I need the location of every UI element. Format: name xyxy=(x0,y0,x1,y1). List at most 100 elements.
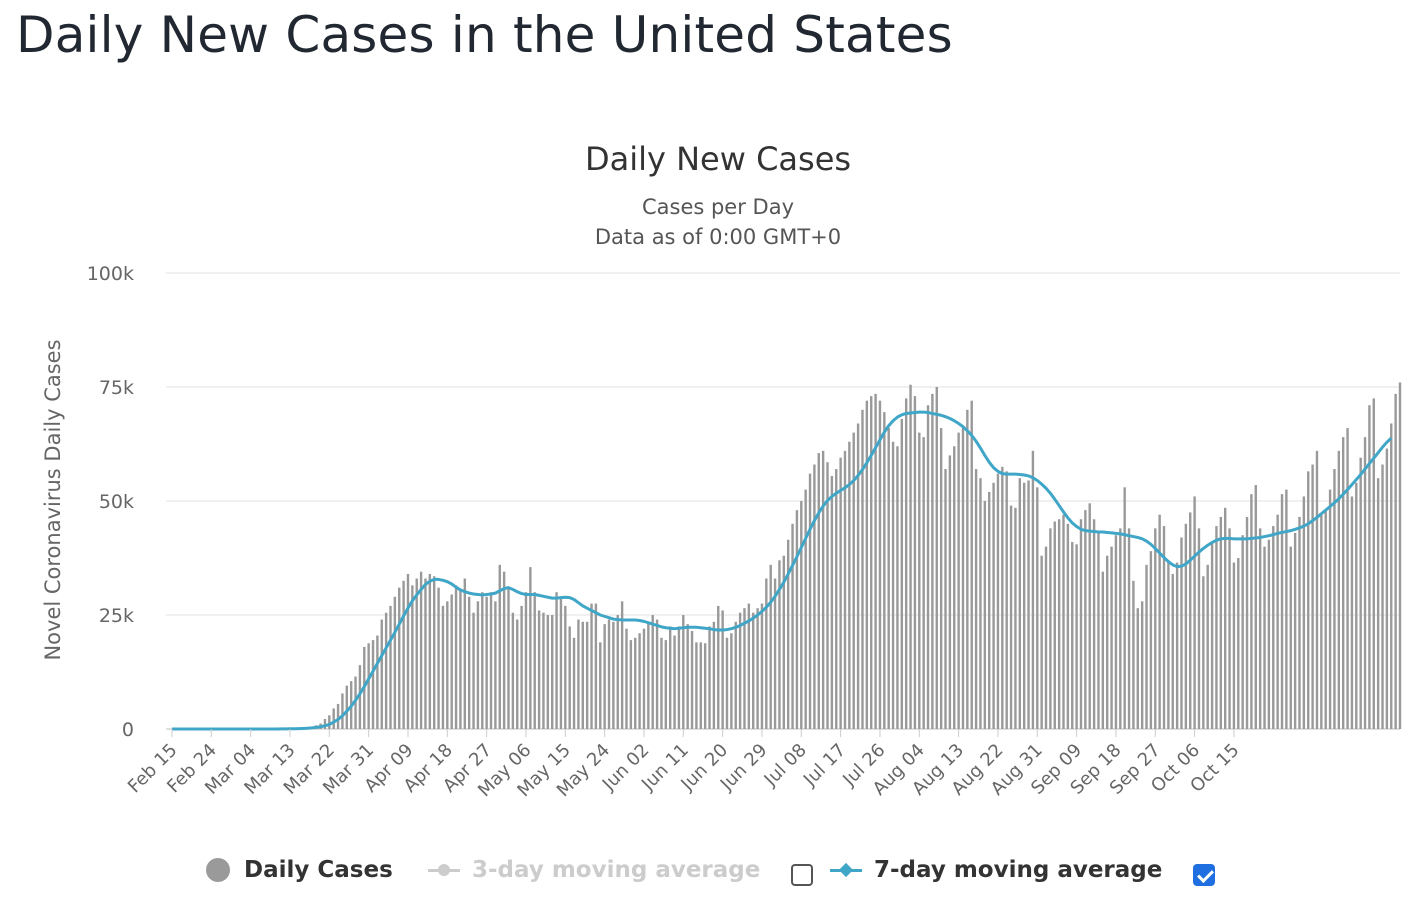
daily-cases-bar xyxy=(953,446,956,729)
daily-cases-bar xyxy=(1127,528,1131,729)
daily-cases-bar xyxy=(551,615,554,729)
daily-cases-bar xyxy=(568,626,571,729)
daily-cases-bar xyxy=(918,432,921,729)
daily-cases-bar xyxy=(1263,546,1266,729)
daily-cases-bar xyxy=(1258,528,1262,729)
daily-cases-bar xyxy=(437,587,440,729)
daily-cases-bar xyxy=(1228,528,1231,729)
legend-daily-cases-label: Daily Cases xyxy=(244,857,393,883)
chart-subtitle-line-2: Data as of 0:00 GMT+0 xyxy=(595,225,841,249)
daily-cases-bar xyxy=(1394,393,1397,729)
daily-cases-bar xyxy=(625,628,628,729)
daily-cases-bar xyxy=(428,573,432,729)
daily-cases-bar xyxy=(380,619,383,729)
daily-cases-bar xyxy=(616,615,619,729)
daily-cases-bar xyxy=(1337,450,1341,729)
legend-ma7[interactable]: 7-day moving average xyxy=(830,852,1162,888)
daily-cases-bar xyxy=(699,642,702,729)
daily-cases-bar xyxy=(752,612,755,729)
legend-daily-cases[interactable]: Daily Cases xyxy=(206,852,393,888)
daily-cases-bar xyxy=(524,592,528,729)
daily-cases-bar xyxy=(1167,560,1170,729)
daily-cases-bar xyxy=(695,642,698,729)
daily-cases-bar xyxy=(367,643,370,729)
daily-cases-bar xyxy=(1084,510,1087,729)
daily-cases-bar xyxy=(1158,514,1161,729)
daily-cases-bar xyxy=(463,578,466,729)
y-tick-label: 50k xyxy=(99,491,134,513)
daily-cases-bar xyxy=(909,384,912,729)
daily-cases-bar xyxy=(1215,526,1218,729)
daily-cases-bar xyxy=(1031,450,1035,729)
daily-cases-bar xyxy=(1341,437,1345,729)
daily-cases-bar xyxy=(939,428,943,729)
daily-cases-bar xyxy=(1114,535,1118,729)
daily-cases-bar xyxy=(1171,573,1174,729)
daily-cases-bar xyxy=(424,578,427,729)
daily-cases-bar xyxy=(808,473,812,729)
ma3-checkbox[interactable] xyxy=(791,864,813,886)
daily-cases-bar xyxy=(1381,464,1384,729)
daily-cases-bar xyxy=(870,396,873,729)
daily-cases-bar xyxy=(813,464,816,729)
y-axis-label: Novel Coronavirus Daily Cases xyxy=(41,339,65,660)
y-tick-label: 100k xyxy=(87,263,134,285)
daily-cases-bar xyxy=(979,478,982,729)
daily-cases-bar xyxy=(1197,528,1201,729)
daily-cases-bar xyxy=(1140,601,1144,729)
daily-cases-bar xyxy=(655,619,659,729)
daily-cases-bar xyxy=(1005,471,1008,729)
daily-cases-bar xyxy=(931,393,934,729)
daily-cases-bar xyxy=(1276,514,1279,729)
daily-cases-bar xyxy=(1071,542,1074,729)
daily-cases-bar xyxy=(778,560,781,729)
daily-cases-bar xyxy=(1333,469,1336,729)
daily-cases-bar xyxy=(1088,503,1091,729)
daily-cases-bar xyxy=(537,610,541,729)
daily-cases-bar xyxy=(603,624,606,729)
daily-cases-bar xyxy=(577,619,580,729)
daily-cases-bar xyxy=(1009,505,1013,729)
daily-cases-bar xyxy=(594,603,598,729)
daily-cases-bar xyxy=(900,418,904,729)
daily-cases-bar xyxy=(896,446,899,729)
daily-cases-bar xyxy=(559,599,563,729)
daily-cases-bar xyxy=(546,615,550,729)
daily-cases-bar xyxy=(913,396,917,729)
ma7-checkbox[interactable] xyxy=(1193,864,1215,886)
daily-cases-bar xyxy=(481,592,484,729)
daily-cases-bar xyxy=(332,708,335,729)
chart-subtitle-line-1: Cases per Day xyxy=(642,195,794,219)
daily-cases-bar xyxy=(1175,562,1179,729)
daily-cases-bar xyxy=(1040,555,1043,729)
daily-cases-bar xyxy=(415,578,418,729)
daily-cases-bar xyxy=(1328,489,1332,729)
daily-cases-bar xyxy=(358,665,362,729)
daily-cases-bar xyxy=(848,441,851,729)
daily-cases-bar xyxy=(944,469,947,729)
daily-cases-bar xyxy=(406,573,410,729)
daily-cases-bar xyxy=(1298,516,1301,729)
daily-cases-bar xyxy=(371,640,375,729)
daily-cases-bar xyxy=(703,643,707,729)
daily-cases-bar xyxy=(690,630,694,729)
daily-cases-bar xyxy=(983,501,987,729)
daily-cases-bar xyxy=(1079,519,1083,729)
daily-cases-bar xyxy=(760,603,764,729)
daily-cases-bar xyxy=(664,640,668,729)
daily-cases-bar xyxy=(1363,437,1367,729)
legend-ma3[interactable]: 3-day moving average xyxy=(428,852,760,888)
daily-cases-bar xyxy=(1210,542,1214,729)
daily-cases-bar xyxy=(734,621,737,729)
daily-cases-bar xyxy=(1241,535,1244,729)
daily-cases-bar xyxy=(708,626,711,729)
daily-cases-bar xyxy=(1398,382,1402,729)
daily-cases-bar xyxy=(865,400,869,729)
daily-cases-bar xyxy=(1237,558,1240,729)
daily-cases-bar xyxy=(1346,428,1349,729)
daily-cases-bar xyxy=(992,482,995,729)
daily-cases-bar xyxy=(712,621,716,729)
daily-cases-bar xyxy=(345,685,348,729)
daily-cases-bar xyxy=(1280,494,1284,729)
